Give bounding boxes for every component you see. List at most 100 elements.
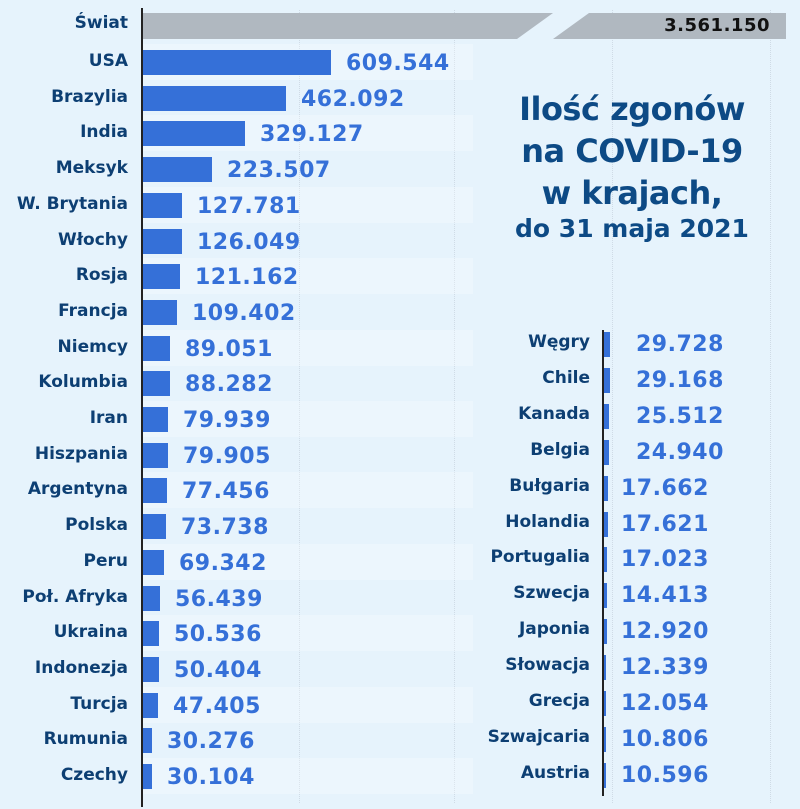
- world-label: Świat: [74, 13, 128, 33]
- value-label: 17.662: [621, 475, 709, 501]
- value-label: 88.282: [185, 372, 273, 398]
- value-label: 30.276: [167, 729, 255, 755]
- country-label: Iran: [89, 408, 128, 428]
- bar: [143, 585, 160, 611]
- country-label: Belgia: [530, 439, 590, 460]
- value-label: 462.092: [301, 86, 405, 112]
- value-label: 89.051: [185, 336, 273, 362]
- value-label: 109.402: [192, 300, 296, 326]
- value-label: 30.104: [167, 765, 255, 790]
- country-label: India: [80, 122, 128, 143]
- bar: [143, 478, 167, 504]
- country-label: Czechy: [60, 765, 128, 785]
- bar: [143, 692, 158, 718]
- country-label: Ukraina: [53, 622, 128, 643]
- country-label: Portugalia: [490, 547, 590, 568]
- value-label: 17.023: [621, 547, 709, 573]
- country-label: Peru: [83, 550, 128, 571]
- value-label: 56.439: [175, 586, 263, 612]
- bar: [604, 726, 606, 752]
- country-label: Meksyk: [55, 158, 128, 179]
- bar: [143, 85, 286, 111]
- title-line-2: na COVID-19: [521, 132, 743, 170]
- country-label: Niemcy: [57, 336, 128, 357]
- country-label: Poł. Afryka: [22, 586, 128, 607]
- country-label: Japonia: [518, 619, 590, 640]
- bar: [604, 511, 608, 537]
- value-label: 10.806: [621, 726, 709, 752]
- country-label: Hiszpania: [34, 443, 128, 464]
- value-label: 50.536: [174, 622, 262, 648]
- country-label: W. Brytania: [16, 193, 128, 214]
- value-label: 12.054: [621, 691, 709, 716]
- bar: [604, 475, 608, 501]
- country-label: USA: [88, 51, 128, 71]
- value-label: 127.781: [197, 193, 301, 219]
- gridline: [299, 10, 300, 803]
- row-stripe: [143, 186, 473, 223]
- bar: [143, 728, 152, 754]
- country-label: Chile: [542, 367, 590, 388]
- country-label: Argentyna: [27, 479, 128, 500]
- country-label: Brazylia: [51, 86, 128, 107]
- bar: [143, 299, 177, 325]
- row-stripe: [143, 258, 473, 295]
- bar: [604, 619, 607, 645]
- bar: [143, 764, 152, 789]
- country-label: Węgry: [528, 332, 590, 352]
- bar: [143, 656, 159, 682]
- bar: [143, 371, 170, 397]
- country-label: Szwajcaria: [487, 726, 590, 747]
- title-line-3: w krajach,: [541, 174, 723, 212]
- bar: [143, 50, 331, 75]
- value-label: 25.512: [636, 403, 724, 429]
- row-stripe: [143, 758, 473, 794]
- country-label: Holandia: [505, 511, 590, 532]
- value-label: 121.162: [195, 265, 299, 291]
- country-label: Francja: [58, 300, 128, 321]
- bar: [604, 367, 610, 393]
- bar: [143, 157, 212, 183]
- value-label: 73.738: [181, 515, 269, 541]
- value-label: 12.920: [621, 619, 709, 645]
- bar: [604, 332, 610, 357]
- country-label: Polska: [65, 515, 128, 536]
- world-bar-continued: [553, 13, 786, 39]
- row-stripe: [143, 401, 473, 437]
- right-axis: [602, 330, 604, 796]
- row-stripe: [143, 615, 473, 652]
- world-bar: [143, 13, 553, 39]
- country-label: Turcja: [70, 693, 128, 714]
- country-label: Szwecja: [513, 583, 590, 604]
- value-label: 10.596: [621, 762, 709, 788]
- value-label: 609.544: [346, 51, 450, 76]
- country-label: Kanada: [518, 403, 590, 424]
- row-stripe: [143, 543, 473, 580]
- value-label: 47.405: [173, 693, 261, 719]
- row-stripe: [143, 329, 473, 366]
- bar: [604, 691, 606, 716]
- value-label: 29.168: [636, 367, 724, 393]
- bar: [143, 407, 168, 432]
- gridline: [454, 10, 455, 803]
- value-label: 69.342: [179, 550, 267, 576]
- value-label: 79.905: [183, 443, 271, 469]
- bar: [604, 547, 607, 573]
- world-value: 3.561.150: [664, 15, 770, 36]
- bar: [143, 228, 182, 254]
- gridline: [770, 10, 771, 803]
- value-label: 126.049: [197, 229, 301, 255]
- country-label: Włochy: [57, 229, 128, 250]
- bar: [143, 514, 166, 540]
- country-label: Austria: [520, 762, 590, 783]
- row-stripe: [143, 686, 473, 723]
- bar: [143, 121, 245, 147]
- country-label: Rumunia: [43, 729, 128, 750]
- country-label: Kolumbia: [38, 372, 128, 393]
- value-label: 14.413: [621, 583, 709, 609]
- value-label: 79.939: [183, 408, 271, 433]
- title-line-1: Ilość zgonów: [519, 90, 745, 128]
- bar: [143, 549, 164, 575]
- value-label: 12.339: [621, 655, 709, 681]
- chart-title: Ilość zgonów na COVID-19 w krajach, do 3…: [478, 88, 786, 244]
